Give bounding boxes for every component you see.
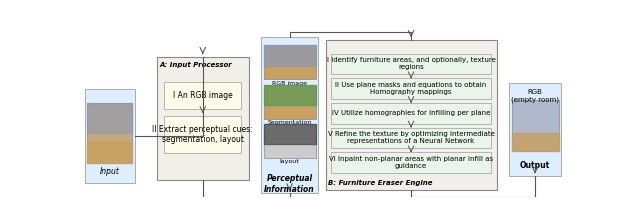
FancyBboxPatch shape: [509, 83, 561, 176]
Text: II Use plane masks and equations to obtain
Homography mappings: II Use plane masks and equations to obta…: [335, 82, 486, 95]
Text: I An RGB image: I An RGB image: [173, 91, 232, 100]
FancyBboxPatch shape: [157, 57, 248, 180]
Text: Input: Input: [100, 167, 120, 176]
FancyBboxPatch shape: [164, 116, 241, 153]
Text: I Identify furniture areas, and optionally, texture
regions: I Identify furniture areas, and optional…: [326, 57, 495, 70]
FancyBboxPatch shape: [264, 84, 316, 119]
FancyBboxPatch shape: [88, 103, 132, 163]
Text: V Refine the texture by optimizing intermediate
representations of a Neural Netw: V Refine the texture by optimizing inter…: [328, 131, 495, 145]
Text: Segmentation: Segmentation: [268, 120, 312, 125]
Text: VI Inpaint non-planar areas with planar infill as
guidance: VI Inpaint non-planar areas with planar …: [329, 156, 493, 169]
FancyBboxPatch shape: [264, 124, 316, 158]
FancyBboxPatch shape: [85, 90, 134, 183]
FancyBboxPatch shape: [261, 37, 318, 193]
Text: RGB
(empty room): RGB (empty room): [511, 90, 559, 103]
Text: layout: layout: [280, 159, 300, 164]
FancyBboxPatch shape: [326, 40, 497, 190]
Text: A: Input Processor: A: Input Processor: [159, 62, 232, 68]
Text: Output: Output: [520, 161, 550, 170]
Text: B: Furniture Eraser Engine: B: Furniture Eraser Engine: [328, 179, 433, 186]
Text: Perceptual
Information: Perceptual Information: [264, 174, 315, 194]
FancyBboxPatch shape: [332, 128, 491, 148]
Text: IV Utilize homographies for infilling per plane: IV Utilize homographies for infilling pe…: [332, 110, 490, 116]
FancyBboxPatch shape: [264, 45, 316, 79]
FancyBboxPatch shape: [332, 78, 491, 99]
FancyBboxPatch shape: [332, 152, 491, 173]
Text: II Extract perceptual cues:
segmentation, layout: II Extract perceptual cues: segmentation…: [152, 125, 253, 144]
Text: RGB image: RGB image: [272, 81, 307, 86]
FancyBboxPatch shape: [511, 100, 559, 151]
FancyBboxPatch shape: [332, 103, 491, 124]
FancyBboxPatch shape: [164, 82, 241, 109]
FancyBboxPatch shape: [332, 54, 491, 74]
